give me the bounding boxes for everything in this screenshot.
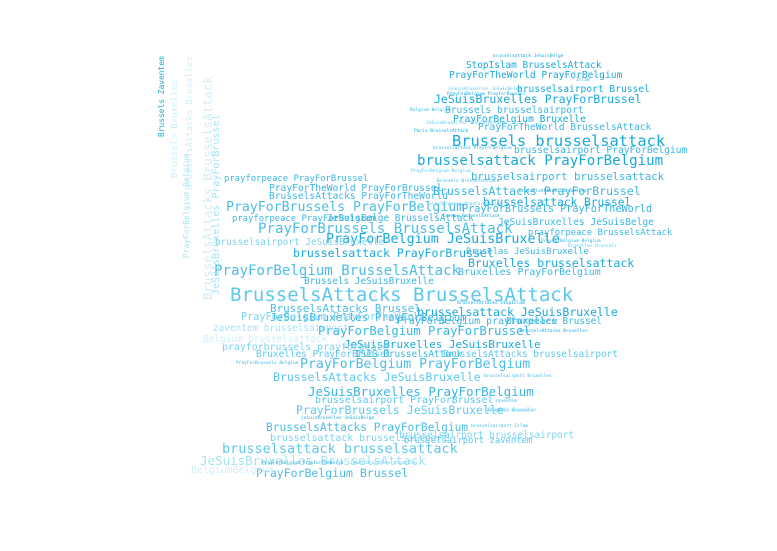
cloud-word: ISIS BrusselsAttack xyxy=(355,349,463,360)
cloud-word: PrayForBrussels PrayForBelgium xyxy=(226,200,465,215)
cloud-word-vertical: PrayForBelgium Belgium xyxy=(182,153,191,258)
cloud-word: PrayForBelgium PrayForBrussel xyxy=(318,324,531,338)
cloud-word: brusselsattack brusselsattack xyxy=(222,441,458,457)
cloud-word-small: JeSuisBruxelles Bruxelles xyxy=(350,461,418,466)
cloud-word: Bruselas JeSuisBruxelle xyxy=(466,247,589,257)
cloud-word-small: prayforpeace PrayForBelgium xyxy=(429,202,503,207)
cloud-word-small: JeSuisBruxelles JeSuisBelge xyxy=(448,87,522,92)
cloud-word: BrusselsAttacks Brussel xyxy=(270,302,421,315)
cloud-word-small: Brussels Bruxelles xyxy=(488,408,537,413)
cloud-word-small: brusselsattack PrayForBelgium xyxy=(433,146,512,151)
cloud-word: prayforbrussels prayforpeace xyxy=(222,342,389,353)
cloud-word-vertical: Brussels Zaventem xyxy=(157,56,166,137)
cloud-word-small: brusselsattack JeSuisBelge xyxy=(493,54,564,59)
cloud-word: PrayForBrussels JeSuisBruxelle xyxy=(296,403,504,417)
cloud-word: JeSuisBelge BrusselsAttack xyxy=(327,213,474,224)
cloud-word: PrayForBelgium PrayForTheWorld xyxy=(241,312,426,323)
cloud-word-small: PrayForBelgium PrayForBrussel xyxy=(447,92,526,97)
cloud-word: BrusselsAttacks PrayForBrussel xyxy=(433,184,641,198)
cloud-word: brusselsairport PrayForBrussel xyxy=(315,395,494,406)
cloud-word: brusselsairport Brussel xyxy=(517,84,650,95)
cloud-word: Bruxelles PrayForBrussel xyxy=(256,349,392,360)
cloud-word: Brussels brusselsairport xyxy=(445,105,584,116)
cloud-word: brusselsattack brusselsairport xyxy=(270,433,449,444)
cloud-word: Bruxelles brusselsattack xyxy=(468,256,635,270)
cloud-word-small: Paris BrusselsAttack xyxy=(414,129,469,134)
cloud-word: prayforpeace PrayForBelgium xyxy=(232,214,377,224)
cloud-word: BrusselsAttacks PrayForTheWorld xyxy=(269,191,449,202)
cloud-word: brusselsairport brusselsattack xyxy=(471,170,665,183)
cloud-word: PrayForBelgium PrayForBelgium xyxy=(300,357,531,372)
cloud-word-small: Brussels BrusselsAttack xyxy=(437,179,500,184)
cloud-word: PrayForTheWorld PrayForBelgium xyxy=(449,70,623,81)
cloud-word: brusselsattack Brussel xyxy=(483,196,632,209)
cloud-word: brusselsairport JeSuisBruxelle xyxy=(215,237,385,248)
cloud-word-small: jesuisbruxelles JeSuisBelge xyxy=(301,416,375,421)
cloud-word: JeSuisBruxelles BrusselsAttack xyxy=(200,453,426,468)
cloud-word: brusselsairport brusselsairport xyxy=(399,430,574,441)
cloud-word: Brussels JeSuisBruxelle xyxy=(304,276,434,287)
cloud-word: JeSuisBruxelles JeSuisBelge xyxy=(498,217,654,228)
cloud-word: Bruxelles PrayForBelgium xyxy=(458,267,601,278)
cloud-word: Bruxelles Brussel xyxy=(506,316,602,327)
cloud-word-small: PrayForBelgium Belgium xyxy=(411,169,471,174)
cloud-word: brusselsattack PrayForBelgium xyxy=(417,153,664,169)
cloud-word-small: BrusselsAttacks Bruxelles xyxy=(519,189,587,194)
cloud-word-small: JeSuisBruxelles PrayForBelgium xyxy=(426,121,508,126)
cloud-word: Brussels brusselsattack xyxy=(452,132,666,150)
cloud-word-small: Belgium Belgium xyxy=(410,108,451,113)
cloud-word: prayforpeace BrusselsAttack xyxy=(528,228,673,238)
cloud-word: PrayForBelgium BrusselsAttack xyxy=(214,263,461,279)
cloud-word: PrayForBelgium prayforpeace xyxy=(397,316,558,327)
cloud-word-small: brusselsairport Islam xyxy=(471,424,528,429)
cloud-word: JeSuisBruxelles PrayForBelgium xyxy=(308,384,534,399)
cloud-word: BrusselsAttacks brusselsairport xyxy=(443,349,618,360)
cloud-word: brusselsattack JeSuisBruxelle xyxy=(417,305,618,319)
cloud-word: PrayForBelgium JeSuisBruxelle xyxy=(326,232,560,247)
cloud-word-small: Bruxelles Brussels xyxy=(568,244,617,249)
cloud-word-small: PrayForBelgium PrayForTheWorld xyxy=(262,461,344,466)
cloud-word: zaventem brusselsairport xyxy=(213,323,349,334)
cloud-word-small: BrusselsAttacks StopIslam xyxy=(457,301,525,306)
cloud-word: BelgiumBelgium xyxy=(191,465,275,476)
cloud-word: JeSuisBruxelles PrayForBrussel xyxy=(434,92,642,106)
cloud-word: JeSuisBruxelles JeSuisBruxelle xyxy=(344,338,541,351)
cloud-word-small: BrusselsAttacks Bruxelles xyxy=(520,329,588,334)
cloud-word: BrusselsAttacks PrayForBelgium xyxy=(266,421,469,434)
cloud-word: PrayForBrussels BrusselsAttack xyxy=(258,221,513,237)
cloud-word: PrayForBelgium Brussel xyxy=(256,466,409,480)
cloud-word: BrusselsAttacks JeSuisBruxelle xyxy=(273,370,481,384)
cloud-word-small: zaventem xyxy=(495,399,517,404)
cloud-word: PrayForBelgium Bruxelle xyxy=(453,114,586,125)
cloud-word: JeSuisBruxelles PrayForBelgium xyxy=(270,311,467,324)
cloud-word-small: PrayForBelgium Belgium xyxy=(541,239,601,244)
cloud-word-vertical: JeSuisBruxelles PrayForBrussel xyxy=(211,114,222,295)
cloud-word: brusselsairport PrayForBelgium xyxy=(514,145,688,156)
cloud-word: BrusselsAttacks BrusselsAttack xyxy=(230,284,574,306)
cloud-word-small: Islam xyxy=(576,78,590,83)
cloud-word: brusselsattack PrayForBrussel xyxy=(293,246,494,260)
cloud-word: PrayForBrussels PrayForTheWorld xyxy=(462,204,653,215)
cloud-word-small: PrayForBrussels Belgium xyxy=(236,361,299,366)
cloud-word: brusselsairport zaventem xyxy=(404,436,533,446)
cloud-word: StopIslam BrusselsAttack xyxy=(466,60,602,71)
cloud-word: PrayForTheWorld PrayForBrussel xyxy=(269,183,443,194)
cloud-word: Belgium brusselsattack xyxy=(203,334,328,345)
cloud-word: PrayForTheWorld BrusselsAttack xyxy=(478,122,652,133)
cloud-word-small: Brussels Brussels xyxy=(487,409,534,414)
cloud-word-small: Europe BrusselsAttack xyxy=(443,214,500,219)
cloud-word: prayforpeace PrayForBrussel xyxy=(224,174,369,184)
cloud-word-vertical: Brussels Bruxelles xyxy=(170,79,180,178)
cloud-word-small: brusselsairport Bruxelles xyxy=(484,374,552,379)
